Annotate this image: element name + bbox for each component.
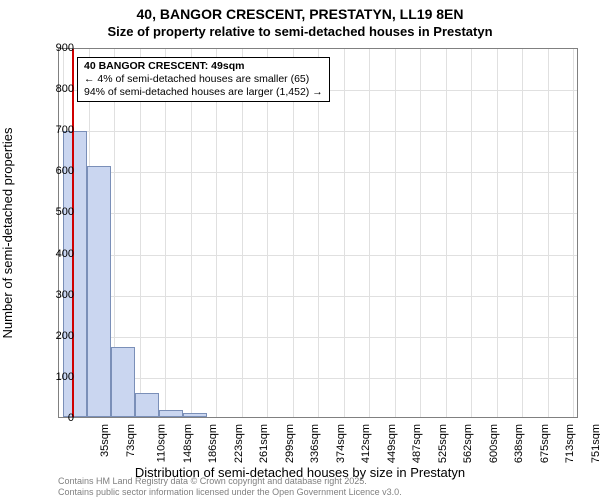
x-tick-label: 487sqm [411,424,423,463]
annotation-box: 40 BANGOR CRESCENT: 49sqm ← 4% of semi-d… [77,57,330,102]
x-tick-label: 261sqm [258,424,270,463]
gridline-v [446,49,447,417]
annotation-line2: ← 4% of semi-detached houses are smaller… [84,73,323,86]
y-tick-label: 100 [34,371,74,383]
histogram-bar [135,393,159,417]
y-tick-label: 400 [34,248,74,260]
gridline-v [293,49,294,417]
x-tick-label: 73sqm [125,424,137,457]
y-tick-label: 800 [34,83,74,95]
attribution-line1: Contains HM Land Registry data © Crown c… [58,476,402,487]
y-tick-label: 300 [34,289,74,301]
x-tick-label: 223sqm [233,424,245,463]
histogram-bar [183,413,207,417]
histogram-bar [87,166,111,417]
gridline-v [369,49,370,417]
x-tick-label: 148sqm [182,424,194,463]
gridline-v [140,49,141,417]
gridline-v [165,49,166,417]
annotation-line1: 40 BANGOR CRESCENT: 49sqm [84,60,323,73]
x-tick-label: 449sqm [386,424,398,463]
attribution-text: Contains HM Land Registry data © Crown c… [58,476,402,498]
x-tick-label: 600sqm [488,424,500,463]
annotation-line3: 94% of semi-detached houses are larger (… [84,86,323,99]
gridline-v [191,49,192,417]
gridline-v [548,49,549,417]
x-tick-label: 751sqm [590,424,600,463]
x-tick-label: 638sqm [513,424,525,463]
y-tick-label: 500 [34,206,74,218]
gridline-v [267,49,268,417]
gridline-v [395,49,396,417]
x-tick-label: 713sqm [564,424,576,463]
gridline-v [420,49,421,417]
y-tick-label: 200 [34,330,74,342]
histogram-bar [111,347,135,417]
y-tick-label: 600 [34,165,74,177]
x-tick-label: 186sqm [207,424,219,463]
chart-title-address: 40, BANGOR CRESCENT, PRESTATYN, LL19 8EN [0,6,600,22]
gridline-v [242,49,243,417]
histogram-bar [159,410,183,417]
x-tick-label: 562sqm [462,424,474,463]
x-tick-label: 374sqm [335,424,347,463]
gridline-v [344,49,345,417]
x-tick-label: 525sqm [437,424,449,463]
gridline-v [497,49,498,417]
property-marker-line [72,49,74,417]
x-tick-label: 412sqm [360,424,372,463]
x-tick-label: 675sqm [539,424,551,463]
gridline-v [471,49,472,417]
x-tick-label: 336sqm [309,424,321,463]
y-tick-label: 900 [34,42,74,54]
y-tick-label: 0 [34,412,74,424]
y-tick-label: 700 [34,124,74,136]
chart-title-description: Size of property relative to semi-detach… [0,24,600,39]
gridline-v [318,49,319,417]
x-tick-label: 35sqm [99,424,111,457]
gridline-v [573,49,574,417]
y-axis-label: Number of semi-detached properties [0,128,15,339]
x-tick-label: 110sqm [155,424,167,462]
x-tick-label: 299sqm [284,424,296,463]
plot-area: 40 BANGOR CRESCENT: 49sqm ← 4% of semi-d… [58,48,578,418]
attribution-line2: Contains public sector information licen… [58,487,402,498]
gridline-v [216,49,217,417]
gridline-v [522,49,523,417]
